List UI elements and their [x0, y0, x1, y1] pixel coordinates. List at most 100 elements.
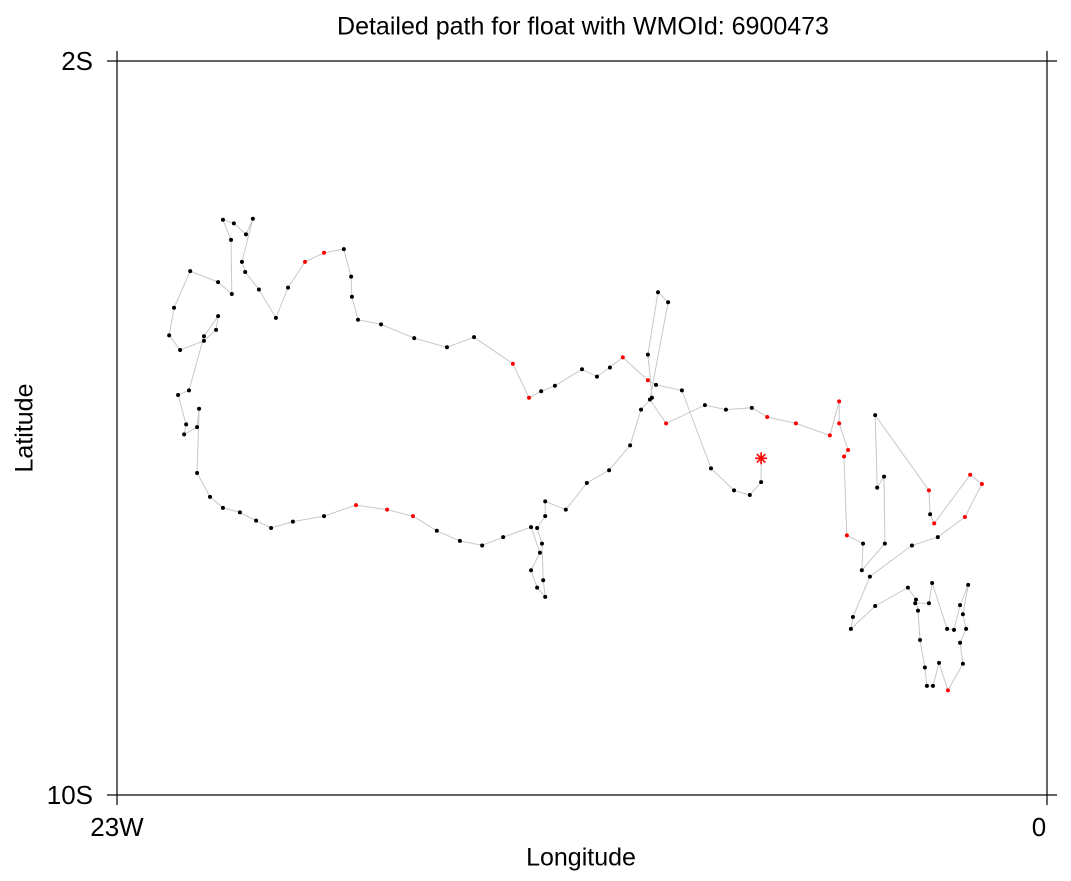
position-point — [905, 585, 910, 590]
position-point — [214, 327, 219, 332]
position-point — [195, 425, 200, 430]
position-point — [220, 505, 225, 510]
position-point — [303, 259, 308, 264]
position-point — [958, 603, 963, 608]
position-point — [837, 399, 842, 404]
position-point — [844, 533, 849, 538]
position-point — [861, 541, 866, 546]
position-point — [176, 392, 181, 397]
position-point — [379, 322, 384, 327]
position-point — [979, 481, 984, 486]
position-point — [875, 485, 880, 490]
position-point — [759, 480, 764, 485]
position-point — [873, 603, 878, 608]
position-point — [960, 612, 965, 617]
position-point — [457, 538, 462, 543]
position-point — [964, 626, 969, 631]
position-point — [909, 543, 914, 548]
position-point — [952, 627, 956, 632]
position-point — [527, 395, 532, 400]
position-point — [653, 382, 658, 387]
x-tick-label: 0 — [1032, 812, 1046, 842]
position-point — [349, 294, 354, 299]
position-point — [322, 514, 327, 519]
position-point — [355, 317, 360, 322]
position-point — [645, 378, 650, 383]
plot-frame — [116, 60, 1048, 796]
position-point — [859, 568, 864, 573]
position-point — [926, 488, 931, 493]
position-point — [607, 365, 612, 370]
position-point — [229, 237, 234, 242]
position-point — [254, 518, 259, 523]
position-point — [749, 405, 754, 410]
position-point — [412, 336, 417, 341]
position-point — [269, 526, 274, 531]
y-tick-label: 10S — [47, 780, 93, 810]
position-point — [216, 314, 221, 319]
position-point — [410, 514, 415, 519]
position-point — [747, 492, 752, 497]
position-point — [216, 280, 221, 285]
position-point — [867, 574, 872, 579]
position-point — [341, 247, 346, 252]
position-point — [873, 413, 878, 418]
position-point — [539, 389, 544, 394]
position-point — [882, 474, 887, 479]
position-point — [702, 403, 707, 408]
position-point — [968, 472, 973, 477]
position-point — [197, 406, 202, 411]
position-point — [918, 637, 923, 642]
position-point — [723, 407, 728, 412]
position-point — [793, 421, 798, 426]
position-point — [708, 466, 713, 471]
position-point — [913, 597, 918, 602]
position-point — [842, 454, 847, 459]
position-point — [639, 407, 644, 412]
position-point — [960, 661, 965, 666]
track-line — [168, 218, 983, 692]
position-point — [937, 660, 942, 665]
position-point — [237, 510, 242, 515]
position-point — [286, 285, 291, 290]
position-point — [239, 259, 244, 264]
position-point — [924, 683, 929, 688]
position-point — [607, 468, 612, 473]
position-point — [243, 270, 248, 275]
position-point — [850, 615, 855, 620]
position-point — [664, 421, 669, 426]
position-point — [539, 541, 544, 546]
position-point — [926, 601, 931, 606]
position-point — [501, 535, 506, 540]
position-point — [945, 626, 950, 631]
position-point — [543, 594, 548, 599]
position-point — [167, 333, 172, 338]
position-point — [250, 216, 255, 221]
position-point — [666, 300, 671, 305]
position-point — [945, 688, 950, 693]
position-point — [220, 217, 225, 222]
position-point — [932, 521, 937, 526]
position-point — [243, 232, 248, 237]
position-point — [541, 578, 546, 583]
position-point — [208, 494, 212, 499]
position-point — [444, 345, 449, 350]
position-point — [620, 355, 625, 360]
position-point — [349, 274, 354, 279]
y-tick-label: 2S — [61, 46, 93, 76]
position-point — [535, 585, 540, 590]
position-point — [322, 250, 327, 255]
position-point — [184, 422, 189, 427]
position-point — [290, 519, 295, 524]
x-axis-label: Longitude — [526, 844, 636, 872]
position-point — [913, 601, 918, 606]
position-point — [580, 367, 584, 372]
position-point — [510, 361, 515, 366]
position-point — [385, 507, 390, 512]
position-point — [529, 525, 534, 530]
position-point — [679, 388, 684, 393]
position-point — [195, 470, 200, 475]
position-point — [273, 315, 278, 320]
